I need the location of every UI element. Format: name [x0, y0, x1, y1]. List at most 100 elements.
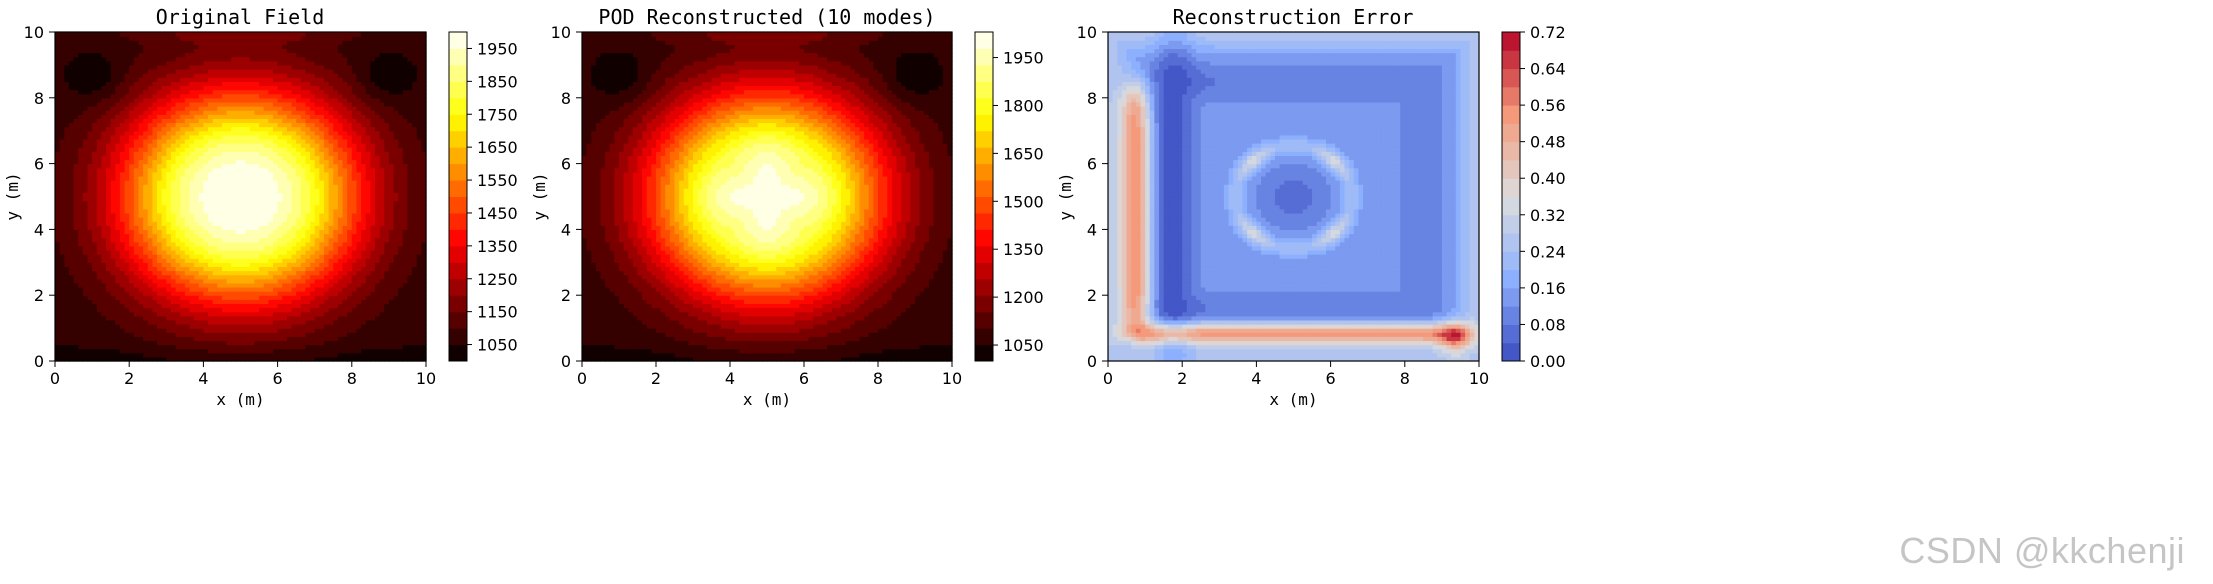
heatmap-cell	[323, 171, 330, 177]
heatmap-cell	[268, 328, 274, 333]
heatmap-cell	[194, 204, 200, 210]
heatmap-cell	[300, 192, 307, 198]
heatmap-cell	[78, 282, 84, 288]
heatmap-cell	[402, 291, 409, 296]
heatmap-cell	[347, 307, 353, 313]
heatmap-cell	[194, 282, 200, 288]
heatmap-cell	[407, 163, 413, 169]
heatmap-cell	[272, 180, 279, 185]
heatmap-cell	[68, 147, 75, 152]
heatmap-cell	[64, 352, 70, 358]
heatmap-cell	[157, 332, 163, 337]
heatmap-cell	[342, 221, 348, 226]
heatmap-cell	[170, 307, 177, 313]
heatmap-cell	[235, 315, 242, 321]
heatmap-cell	[374, 348, 381, 354]
heatmap-cell	[347, 192, 353, 198]
heatmap-cell	[305, 188, 311, 193]
heatmap-cell	[305, 184, 311, 189]
heatmap-cell	[412, 221, 418, 226]
heatmap-cell	[249, 266, 256, 272]
heatmap-cell	[73, 307, 79, 313]
heatmap-cell	[259, 315, 265, 321]
heatmap-cell	[351, 319, 358, 325]
heatmap-cell	[180, 233, 186, 239]
heatmap-cell	[402, 336, 409, 342]
heatmap-cell	[208, 122, 214, 128]
heatmap-cell	[110, 340, 116, 346]
heatmap-cell	[277, 159, 283, 165]
heatmap-cell	[337, 336, 344, 342]
heatmap-cell	[96, 336, 102, 342]
heatmap-cell	[398, 212, 404, 218]
heatmap-cell	[133, 114, 140, 119]
heatmap-cell	[277, 114, 283, 119]
heatmap-cell	[59, 171, 65, 177]
heatmap-cell	[96, 319, 102, 325]
heatmap-cell	[407, 130, 413, 136]
heatmap-cell	[101, 101, 107, 107]
heatmap-cell	[240, 217, 246, 222]
heatmap-cell	[115, 336, 121, 342]
heatmap-cell	[82, 188, 89, 193]
heatmap-cell	[296, 266, 302, 272]
heatmap-cell	[64, 286, 70, 292]
heatmap-cell	[328, 147, 334, 152]
heatmap-cell	[314, 225, 320, 230]
heatmap-cell	[259, 192, 265, 198]
heatmap-cell	[333, 126, 339, 132]
heatmap-cell	[319, 348, 325, 354]
heatmap-cell	[374, 184, 381, 189]
heatmap-cell	[314, 299, 320, 305]
heatmap-cell	[147, 295, 153, 300]
heatmap-cell	[342, 212, 348, 218]
heatmap-cell	[124, 196, 130, 202]
heatmap-cell	[129, 138, 135, 144]
heatmap-cell	[217, 184, 223, 189]
heatmap-cell	[180, 134, 186, 140]
heatmap-cell	[296, 118, 302, 124]
heatmap-cell	[263, 151, 269, 156]
heatmap-cell	[129, 237, 135, 243]
heatmap-cell	[398, 282, 404, 288]
heatmap-cell	[323, 282, 330, 288]
heatmap-cell	[337, 229, 344, 235]
heatmap-cell	[101, 151, 107, 156]
heatmap-cell	[78, 184, 84, 189]
heatmap-cell	[152, 249, 158, 255]
heatmap-cell	[342, 126, 348, 132]
heatmap-cell	[152, 278, 158, 284]
heatmap-cell	[152, 319, 158, 325]
heatmap-cell	[342, 130, 348, 136]
heatmap-cell	[208, 344, 214, 350]
heatmap-cell	[370, 225, 376, 230]
heatmap-cell	[184, 258, 191, 263]
heatmap-cell	[115, 315, 121, 321]
heatmap-cell	[305, 282, 311, 288]
heatmap-cell	[333, 196, 339, 202]
heatmap-cell	[291, 184, 297, 189]
heatmap-cell	[138, 307, 144, 313]
heatmap-cell	[333, 184, 339, 189]
heatmap-cell	[291, 221, 297, 226]
heatmap-cell	[291, 200, 297, 206]
heatmap-cell	[323, 299, 330, 305]
heatmap-cell	[157, 286, 163, 292]
heatmap-cell	[231, 106, 237, 111]
heatmap-cell	[208, 151, 214, 156]
heatmap-cell	[333, 303, 339, 309]
heatmap-cell	[393, 204, 399, 210]
heatmap-cell	[323, 344, 330, 350]
heatmap-cell	[384, 171, 390, 177]
heatmap-cell	[157, 126, 163, 132]
heatmap-cell	[198, 328, 204, 333]
heatmap-cell	[64, 175, 70, 181]
heatmap-cell	[347, 311, 353, 317]
heatmap-cell	[115, 217, 121, 222]
heatmap-cell	[384, 163, 390, 169]
heatmap-cell	[217, 225, 223, 230]
heatmap-cell	[115, 151, 121, 156]
heatmap-cell	[133, 258, 140, 263]
heatmap-cell	[300, 200, 307, 206]
heatmap-cell	[384, 291, 390, 296]
